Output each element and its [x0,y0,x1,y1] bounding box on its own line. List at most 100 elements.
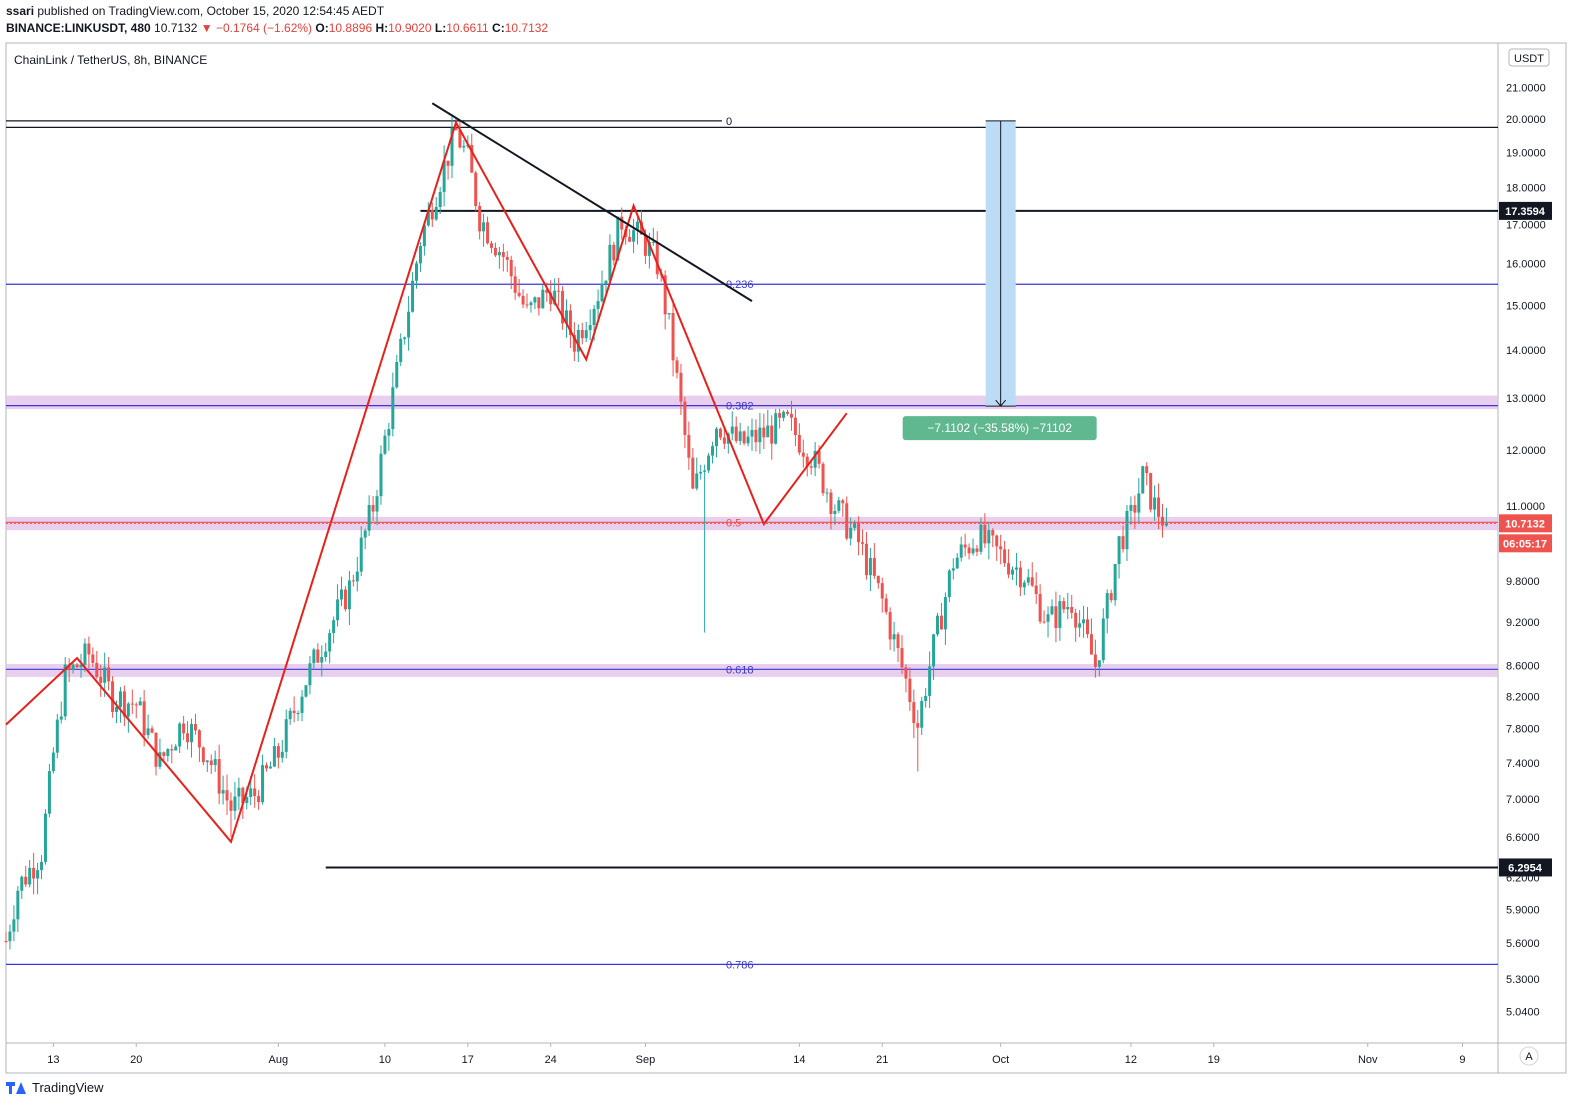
y-tick-label: 11.0000 [1506,501,1545,513]
candle-body [979,524,983,552]
candle-body [28,867,32,885]
candle-body [746,436,750,444]
candle-body [533,297,537,303]
candle-body [564,310,568,324]
candle-body [213,759,217,766]
y-tick-label: 5.0400 [1506,1006,1540,1018]
candle-body [446,160,450,166]
footer-brand[interactable]: TradingView [6,1080,104,1095]
candle-body [604,280,608,284]
y-tick-label: 14.0000 [1506,345,1546,357]
horizontal-levels [6,126,1498,869]
candle-body [932,634,936,667]
candle-body [667,312,671,315]
candle-body [470,144,474,173]
candle-body [718,428,722,438]
candle-body [561,291,565,324]
y-tick-label: 8.6000 [1506,661,1540,673]
candle-body [55,719,59,753]
auto-scale-button[interactable] [1519,1046,1539,1066]
y-tick-label: 19.0000 [1506,147,1546,159]
candle-body [178,723,182,747]
candle-body [872,558,876,576]
candle-body [438,191,442,208]
candle-body [63,664,67,717]
candle-body [730,426,734,434]
candle-body [786,411,790,414]
candle-body [1113,564,1117,601]
candle-body [1014,567,1018,570]
candle-body [272,746,276,767]
candle-body [1030,577,1034,586]
candle-body [130,703,134,705]
y-tick-label: 17.0000 [1506,219,1546,231]
candle-body [501,252,505,257]
candle-body [40,861,44,871]
candle-body [643,234,647,256]
x-tick-label: Aug [269,1054,289,1066]
candle-body [1086,619,1090,635]
level-price-tag-box [1499,858,1552,877]
candle-body [1101,618,1105,661]
currency-badge-label: USDT [1514,53,1544,65]
candle-body [778,413,782,418]
candle-body [265,765,269,769]
footer-brand-label: TradingView [32,1080,104,1095]
candle-body [474,172,478,206]
candle-body [462,146,466,148]
candle-body [422,225,426,247]
candle-body [1066,606,1070,610]
candle-body [553,290,557,305]
open-value: 10.8896 [328,21,373,35]
candle-body [434,207,438,220]
candle-body [541,289,545,309]
candle-body [1074,612,1078,628]
pane-title: ChainLink / TetherUS, 8h, BINANCE [14,53,207,67]
candle-body [525,304,529,306]
candle-body [600,283,604,302]
price-range-measure: −7.1102 (−35.58%) −71102 [902,120,1097,441]
candle-body [229,800,233,811]
candle-body [1011,569,1015,575]
candle-body [174,746,178,751]
candle-body [138,701,142,706]
candle-body [1034,585,1038,595]
publish-info: ssari published on TradingView.com, Octo… [6,4,384,18]
currency-badge[interactable] [1508,48,1550,67]
candle-body [1153,497,1157,510]
candle-body [458,130,462,148]
candle-body [351,580,355,582]
candle-body [766,425,770,438]
y-tick-label: 5.9000 [1506,904,1540,916]
candle-body [454,127,458,131]
candle-body [336,599,340,621]
candle-body [920,700,924,728]
candle-body [837,500,841,511]
candle-body [379,453,383,497]
candle-body [190,724,194,743]
candle-body [1149,473,1153,510]
auto-scale-label: A [1525,1051,1533,1063]
x-tick-label: 24 [545,1054,557,1066]
candle-body [750,429,754,437]
price-axis: 5.04005.30005.60005.90006.20006.60007.00… [1506,83,1546,1019]
candle-body [32,867,36,879]
candle-body [936,615,940,635]
candle-body [209,760,213,766]
candle-body [549,292,553,305]
candle-body [833,510,837,515]
candle-body [900,648,904,668]
candle-body [829,492,833,515]
candle-body [316,649,320,663]
candle-body [284,719,288,752]
candle-body [134,704,138,706]
candle-body [754,429,758,443]
candle-body [1109,593,1113,601]
y-tick-label: 18.0000 [1506,182,1546,194]
candle-body [947,570,951,598]
low-value: 10.6611 [446,21,489,35]
candle-body [853,522,857,528]
candle-body [118,691,122,707]
candle-body [75,664,79,668]
